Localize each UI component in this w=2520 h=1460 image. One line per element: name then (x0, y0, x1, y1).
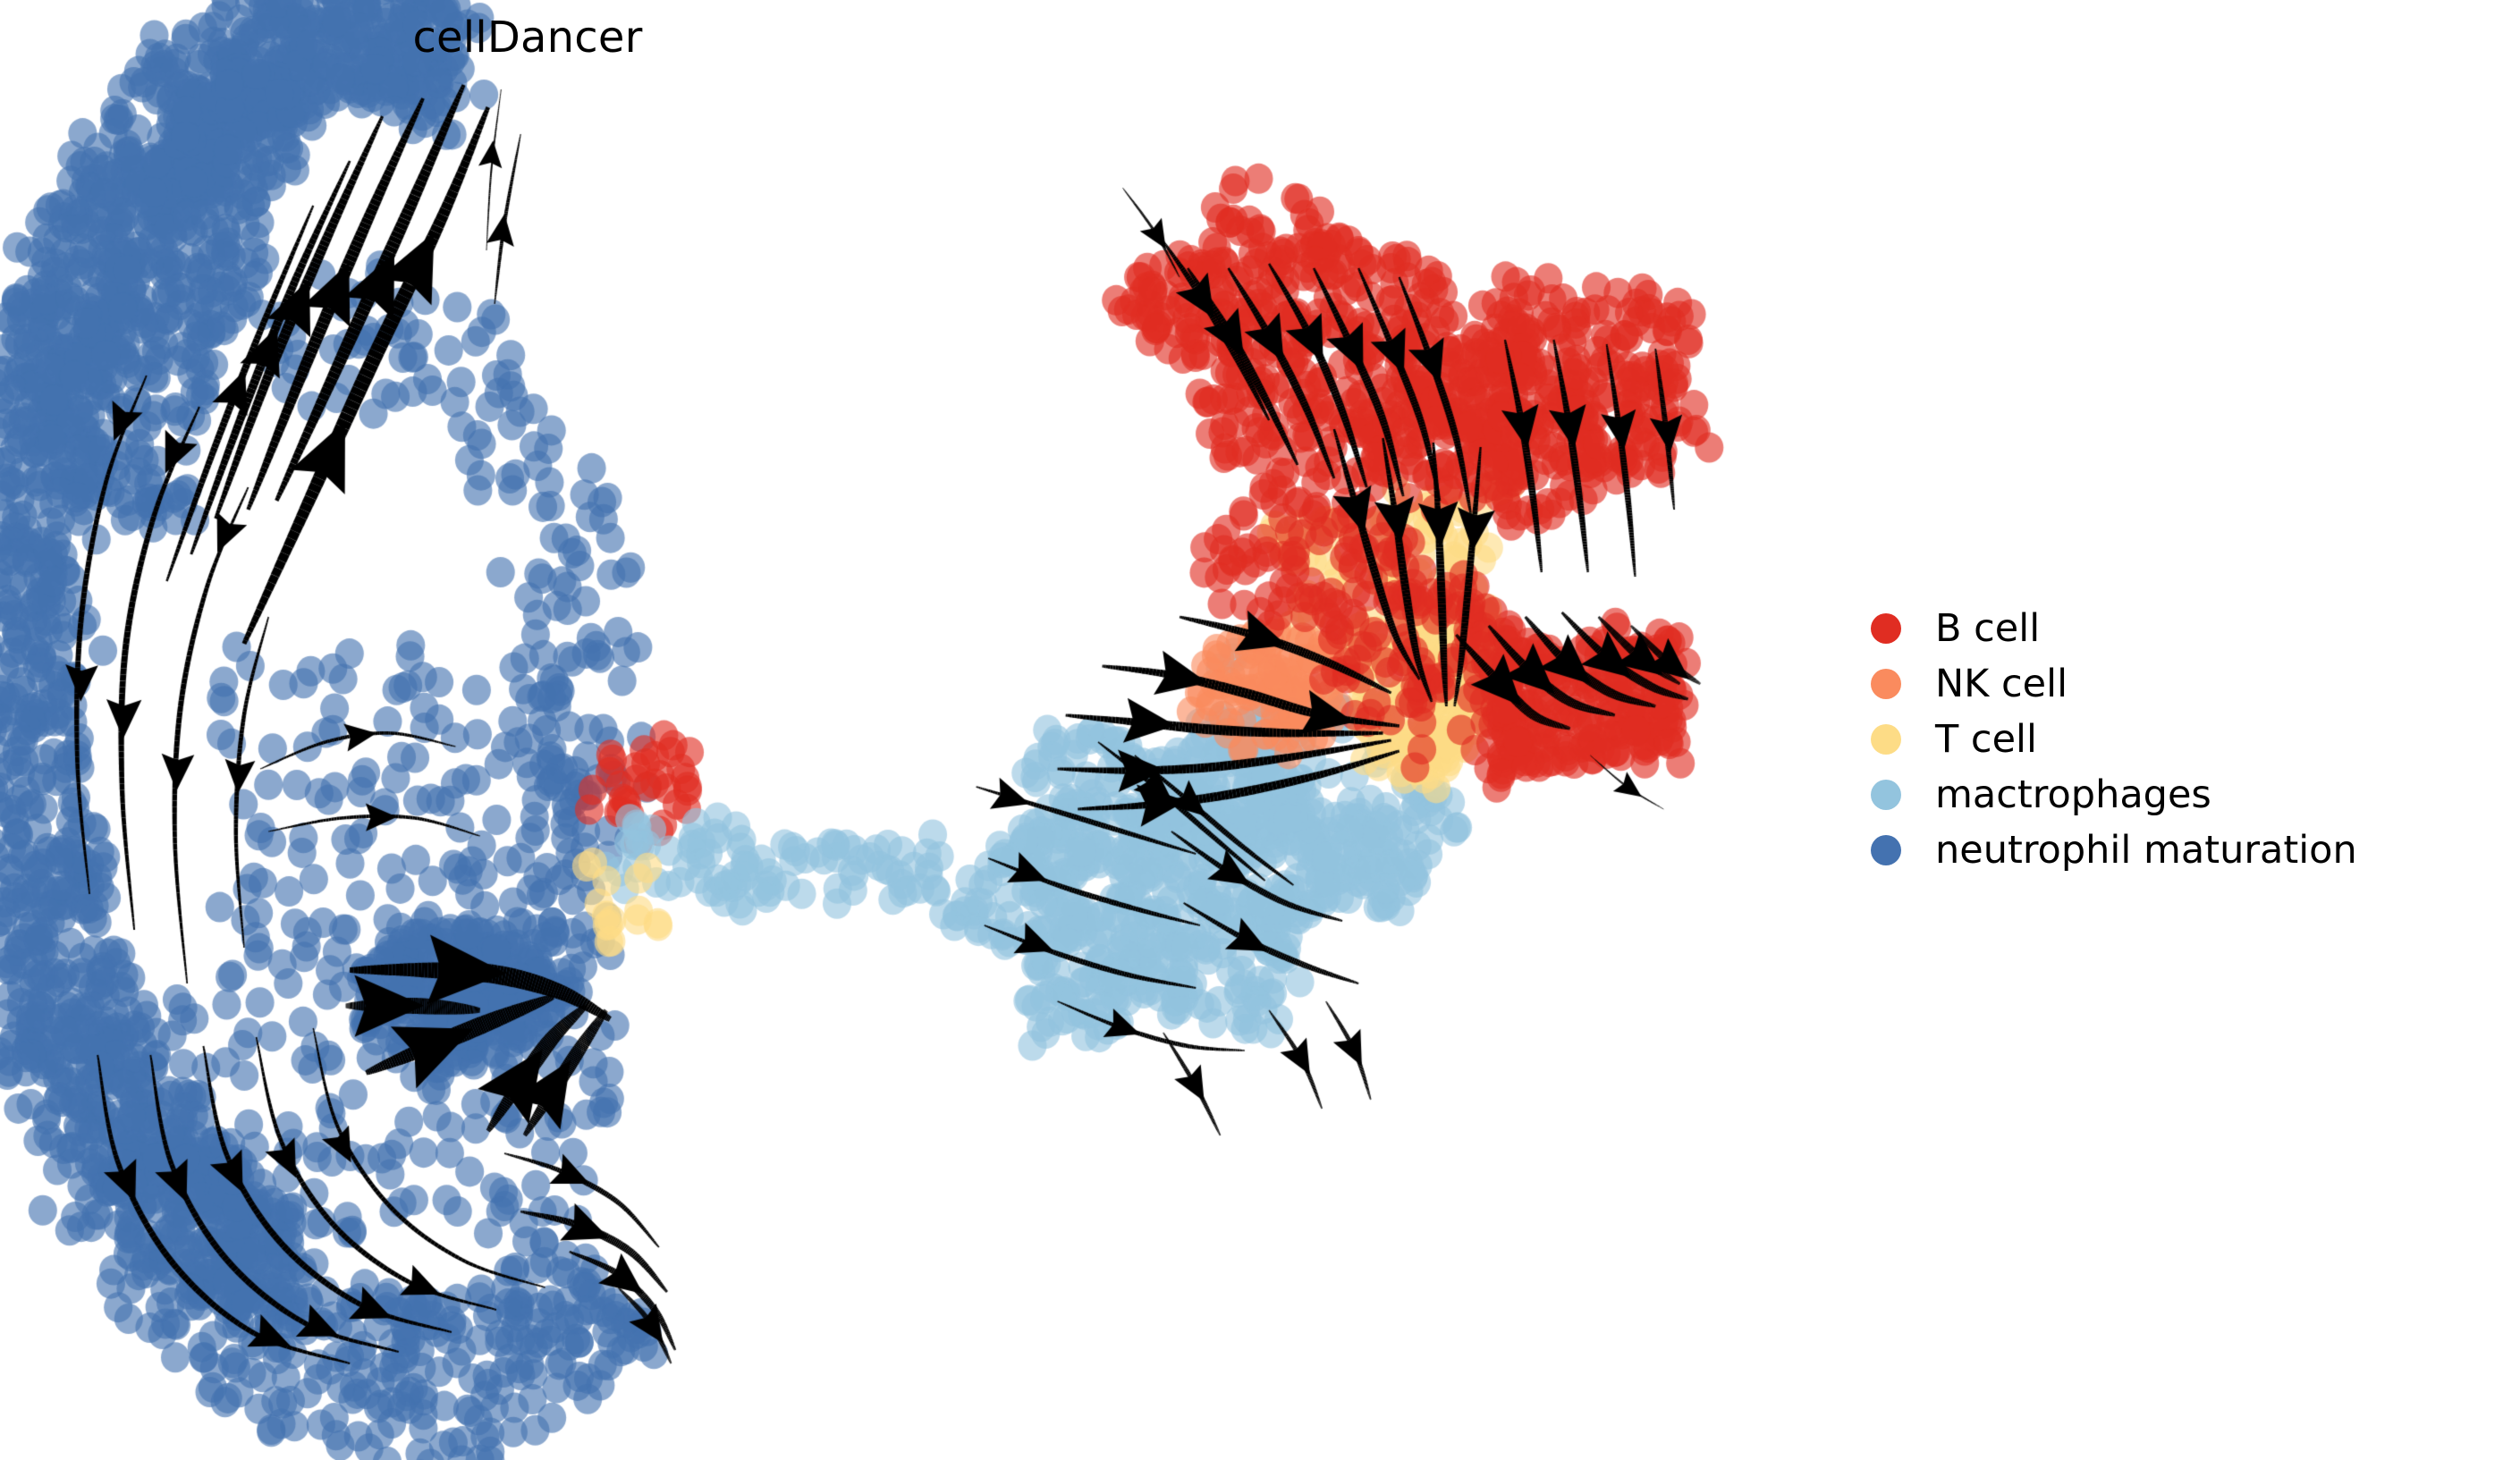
page-title: cellDancer (412, 13, 643, 63)
legend-label-nk-cell: NK cell (1935, 661, 2068, 706)
legend-swatch-b-cell (1871, 613, 1901, 644)
legend-item-t-cell[interactable]: T cell (1871, 712, 2357, 767)
legend-item-b-cell[interactable]: B cell (1871, 601, 2357, 656)
legend-swatch-mactrophages (1871, 780, 1901, 810)
legend-item-neutrophil-maturation[interactable]: neutrophil maturation (1871, 823, 2357, 878)
legend-label-mactrophages: mactrophages (1935, 772, 2211, 817)
legend-label-t-cell: T cell (1935, 716, 2037, 762)
legend: B cell NK cell T cell mactrophages neutr… (1871, 601, 2357, 878)
legend-swatch-nk-cell (1871, 669, 1901, 699)
legend-item-nk-cell[interactable]: NK cell (1871, 656, 2357, 712)
legend-label-b-cell: B cell (1935, 605, 2041, 651)
legend-label-neutrophil-maturation: neutrophil maturation (1935, 827, 2357, 873)
legend-swatch-neutrophil-maturation (1871, 835, 1901, 865)
legend-item-mactrophages[interactable]: mactrophages (1871, 767, 2357, 823)
legend-swatch-t-cell (1871, 724, 1901, 755)
